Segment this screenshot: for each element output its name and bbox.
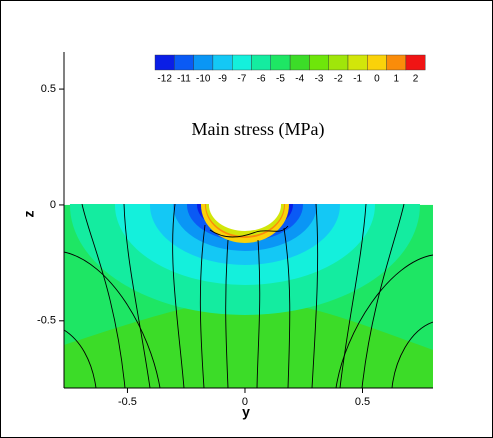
y-tick-label: 0 [50,199,56,211]
colorbar-label: -12 [157,74,172,85]
colorbar-box [367,54,387,71]
colorbar-label: -7 [237,74,246,85]
colorbar-box [309,54,329,71]
colorbar-label: -1 [353,74,362,85]
cavity [208,204,281,231]
colorbar-box [193,54,214,71]
x-tick-label: 0 [242,396,248,408]
colorbar-label: -2 [334,74,343,85]
chart-title: Main stress (MPa) [192,119,325,140]
streamline [256,239,261,388]
streamline [199,224,206,388]
x-axis-label: y [242,404,250,420]
colorbar-box [328,54,349,71]
streamline [361,204,405,388]
colorbar-label: 1 [393,74,399,85]
x-tick-label: 0.5 [355,396,370,408]
contour-field [64,204,433,388]
colorbar-box [289,54,310,71]
streamlines [64,204,433,388]
y-tick-label: 0.5 [41,83,56,95]
colorbar-label: -9 [218,74,227,85]
streamline [311,204,319,388]
colorbar-label: -3 [315,74,324,85]
streamline [391,321,433,388]
streamline [225,239,229,388]
streamline [339,204,367,388]
y-tick-label: -0.5 [37,315,56,327]
colorbar-box [270,54,291,71]
colorbar-box [174,54,194,71]
streamline [172,204,185,388]
streamline [209,225,289,238]
colorbar-label: -5 [276,74,285,85]
colorbar-box [386,54,407,71]
colorbar-box [347,54,368,71]
colorbar-box [154,54,175,71]
colorbar-label: -11 [177,74,191,85]
y-axis-label: z [21,211,37,218]
x-tick-label: -0.5 [118,396,137,408]
streamline [283,227,291,388]
streamline [335,254,433,388]
colorbar-label: 0 [374,74,380,85]
colorbar-label: 2 [413,74,419,85]
colorbar-label: -4 [295,74,304,85]
streamline [81,204,126,388]
colorbar-box [251,54,271,71]
streamline [64,329,97,388]
colorbar-box [212,54,233,71]
streamline [123,204,151,388]
colorbar-box [405,54,426,71]
streamline [64,251,161,388]
colorbar-label: -6 [257,74,266,85]
colorbar-label: -10 [196,74,211,85]
colorbar-box [231,54,252,71]
